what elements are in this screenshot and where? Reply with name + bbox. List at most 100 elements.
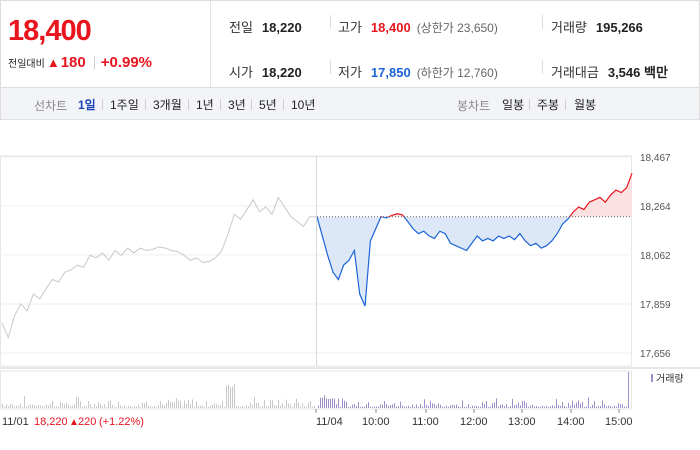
volume-bar (550, 406, 551, 408)
volume-bar (374, 406, 375, 408)
volume-bar (628, 372, 629, 408)
volume-bar (54, 406, 55, 408)
volume-bar (468, 404, 469, 408)
volume-bar (554, 406, 555, 408)
period-tab-1y[interactable]: 1년 (196, 98, 214, 112)
volume-bar (364, 406, 365, 408)
volume-legend: 거래량 (656, 373, 684, 385)
volume-bar (266, 405, 267, 408)
stat-volume: 거래량 195,266 (551, 17, 643, 36)
volume-bar (576, 402, 577, 408)
price-chart[interactable]: 18,467 18,264 18,062 17,859 17,656 거래량 11/04… (0, 121, 700, 450)
volume-bar (58, 406, 59, 408)
volume-bar (334, 398, 335, 408)
divider (102, 99, 103, 110)
volume-bar (584, 406, 585, 408)
volume-bar (80, 401, 81, 408)
divider (145, 99, 146, 110)
period-tab-3m[interactable]: 3개월 (153, 98, 182, 112)
divider (565, 99, 566, 110)
volume-bar (8, 406, 9, 408)
volume-bar (300, 406, 301, 408)
volume-bar (240, 406, 241, 408)
volume-bar (42, 405, 43, 408)
volume-bar (380, 404, 381, 408)
volume-bar (2, 403, 3, 408)
volume-bar (586, 406, 587, 408)
volume-bar (320, 397, 321, 408)
volume-bar (36, 405, 37, 408)
volume-bar (238, 405, 239, 408)
candle-tab-daily[interactable]: 일봉 (502, 98, 525, 112)
volume-bar (182, 406, 183, 408)
volume-bar (202, 405, 203, 408)
volume-bar (354, 404, 355, 408)
volume-bar (190, 404, 191, 408)
volume-bar (226, 385, 227, 408)
quote-panel: 18,400 전일대비 ▲ 180 +0.99% 전일 18,220 고가 18… (0, 0, 700, 88)
volume-bar (470, 406, 471, 408)
volume-bar (188, 399, 189, 408)
volume-bar (270, 400, 271, 408)
volume-bar (56, 406, 57, 408)
volume-bar (602, 400, 603, 408)
volume-bar (4, 406, 5, 408)
volume-bar (620, 404, 621, 408)
volume-bar (368, 402, 369, 408)
volume-bar (166, 403, 167, 408)
volume-bar (88, 400, 89, 408)
volume-bar (458, 406, 459, 408)
volume-bar (404, 406, 405, 408)
volume-bar (474, 406, 475, 408)
volume-bar (330, 398, 331, 408)
stat-value: 17,850 (370, 65, 411, 80)
volume-bar (538, 406, 539, 408)
volume-bar (580, 403, 581, 408)
stat-label: 거래량 (551, 20, 587, 35)
volume-bar (324, 395, 325, 408)
volume-bar (102, 405, 103, 408)
volume-bar (446, 405, 447, 408)
volume-bar (26, 406, 27, 408)
volume-bar (328, 398, 329, 408)
volume-bar (488, 406, 489, 408)
volume-bar (228, 384, 229, 408)
volume-bar (84, 405, 85, 408)
prev-day-line (1, 196, 316, 340)
volume-bar (24, 396, 25, 408)
volume-bar (552, 405, 553, 408)
volume-bar (110, 400, 111, 408)
volume-bar (142, 402, 143, 408)
volume-bar (130, 405, 131, 408)
volume-bar (558, 404, 559, 408)
period-tab-3y[interactable]: 3년 (228, 98, 246, 112)
divider (542, 15, 543, 29)
period-tab-5y[interactable]: 5년 (259, 98, 277, 112)
period-tab-1w[interactable]: 1주일 (110, 98, 139, 112)
x-tick-label: 14:00 (557, 416, 585, 428)
candle-tab-weekly[interactable]: 주봉 (537, 98, 560, 112)
volume-bar (534, 406, 535, 408)
up-area (317, 173, 632, 217)
period-tab-10y[interactable]: 10년 (291, 98, 316, 112)
volume-bar (540, 406, 541, 408)
volume-bar (346, 401, 347, 408)
volume-bar (478, 406, 479, 408)
volume-bar (502, 404, 503, 408)
volume-bar (268, 406, 269, 408)
volume-bar (562, 402, 563, 408)
volume-bar (230, 386, 231, 408)
volume-bar (248, 406, 249, 408)
volume-bar (626, 406, 627, 408)
volume-bar (236, 405, 237, 408)
volume-bar (184, 400, 185, 408)
volume-bar (172, 402, 173, 408)
volume-bar (116, 406, 117, 408)
candle-tab-monthly[interactable]: 월봉 (574, 98, 597, 112)
chart-background (0, 121, 700, 450)
volume-bar (40, 405, 41, 408)
volume-bar (548, 406, 549, 408)
volume-bar (366, 404, 367, 408)
period-tab-1d[interactable]: 1일 (78, 98, 96, 112)
volume-bar (396, 406, 397, 408)
